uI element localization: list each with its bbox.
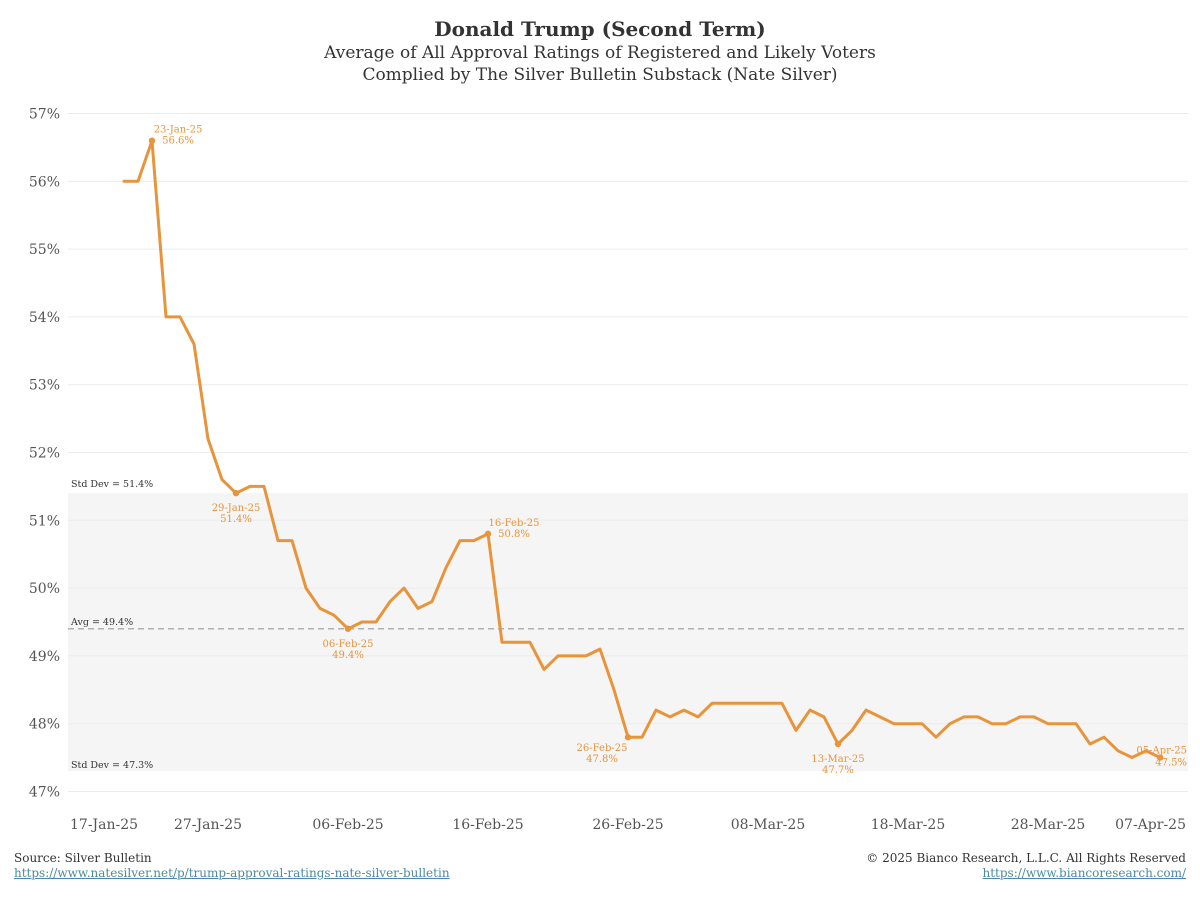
std-dev-lower-label: Std Dev = 47.3%: [71, 760, 153, 771]
copyright-text: © 2025 Bianco Research, L.L.C. All Right…: [866, 851, 1186, 865]
annotation-point: [232, 489, 240, 497]
y-tick-label: 56%: [29, 174, 60, 190]
y-tick-label: 52%: [29, 446, 60, 462]
y-tick-label: 53%: [29, 378, 60, 394]
chart-titles: Donald Trump (Second Term) Average of Al…: [0, 16, 1200, 86]
approval-series-line: [122, 139, 1162, 759]
y-tick-label: 48%: [29, 717, 60, 733]
y-tick-label: 51%: [29, 513, 60, 529]
annotation-value-label: 56.6%: [162, 136, 194, 147]
source-label: Source: Silver Bulletin: [14, 851, 152, 865]
annotation-value-label: 51.4%: [220, 514, 252, 525]
annotation-date-label: 23-Jan-25: [154, 125, 203, 136]
x-tick-label: 17-Jan-25: [70, 817, 138, 833]
x-tick-label: 07-Apr-25: [1115, 817, 1186, 833]
y-tick-label: 49%: [29, 649, 60, 665]
std-dev-upper-label: Std Dev = 51.4%: [71, 479, 153, 490]
annotation-point: [1156, 754, 1164, 761]
x-tick-label: 06-Feb-25: [312, 817, 383, 833]
source-link[interactable]: https://www.natesilver.net/p/trump-appro…: [14, 866, 450, 880]
y-tick-label: 57%: [29, 107, 60, 123]
x-tick-label: 27-Jan-25: [174, 817, 242, 833]
chart-subtitle-1: Average of All Approval Ratings of Regis…: [324, 43, 876, 63]
annotation-date-label: 29-Jan-25: [212, 503, 261, 514]
y-tick-label: 50%: [29, 581, 60, 597]
annotation-value-label: 47.5%: [1155, 758, 1187, 769]
std-dev-band: [68, 493, 1188, 772]
annotation-point: [148, 137, 156, 144]
x-tick-label: 16-Feb-25: [452, 817, 523, 833]
annotation-date-label: 16-Feb-25: [489, 518, 540, 529]
x-tick-label: 08-Mar-25: [731, 817, 805, 833]
chart-title: Donald Trump (Second Term): [434, 17, 766, 41]
y-tick-label: 55%: [29, 242, 60, 258]
annotation-point: [484, 530, 492, 538]
annotation-value-label: 47.7%: [822, 765, 854, 776]
annotation-value-label: 47.8%: [586, 754, 618, 765]
annotation-date-label: 13-Mar-25: [811, 754, 864, 765]
y-tick-label: 47%: [29, 784, 60, 800]
x-tick-label: 28-Mar-25: [1011, 817, 1085, 833]
annotation-value-label: 49.4%: [332, 650, 364, 661]
x-tick-label: 26-Feb-25: [592, 817, 663, 833]
annotation-value-label: 50.8%: [498, 529, 530, 540]
source-footer: Source: Silver Bulletin https://www.nate…: [14, 851, 450, 881]
average-label: Avg = 49.4%: [70, 617, 133, 628]
chart-subtitle-2: Complied by The Silver Bulletin Substack…: [362, 65, 838, 85]
annotation-point: [624, 734, 632, 741]
annotation-date-label: 05-Apr-25: [1136, 746, 1187, 757]
company-link[interactable]: https://www.biancoresearch.com/: [982, 866, 1186, 880]
x-tick-label: 18-Mar-25: [871, 817, 945, 833]
y-tick-label: 54%: [29, 310, 60, 326]
annotation-point: [834, 740, 842, 748]
annotation-point: [344, 625, 352, 632]
annotation-date-label: 26-Feb-25: [577, 743, 628, 754]
annotation-date-label: 06-Feb-25: [323, 639, 374, 650]
copyright-footer: © 2025 Bianco Research, L.L.C. All Right…: [866, 851, 1186, 881]
